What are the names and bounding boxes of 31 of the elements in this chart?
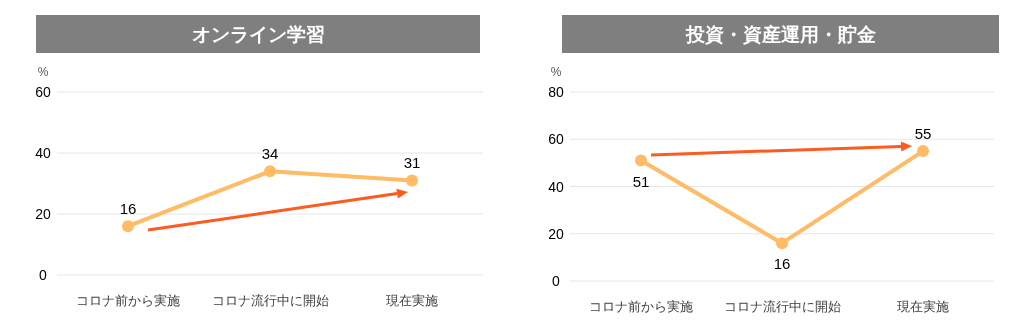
y-tick-label: 60 bbox=[548, 131, 564, 148]
point bbox=[264, 165, 276, 178]
x-tick-label: 現在実施 bbox=[897, 299, 949, 314]
y-tick-label: 40 bbox=[548, 178, 564, 195]
y-tick-label: 0 bbox=[552, 273, 561, 289]
point bbox=[122, 220, 134, 233]
y-tick-label: 0 bbox=[39, 267, 48, 283]
y-axis-title: % bbox=[37, 65, 49, 79]
x-tick-label: コロナ流行中に開始 bbox=[723, 299, 841, 314]
data-label: 16 bbox=[773, 255, 791, 273]
y-tick-label: 60 bbox=[35, 84, 51, 100]
point bbox=[917, 145, 929, 158]
data-label: 55 bbox=[914, 125, 932, 143]
point bbox=[776, 237, 788, 250]
data-label: 34 bbox=[261, 145, 279, 163]
y-tick-label: 80 bbox=[548, 84, 564, 100]
x-tick-label: コロナ前から実施 bbox=[589, 299, 693, 314]
chart-title: オンライン学習 bbox=[191, 24, 325, 45]
point bbox=[406, 174, 418, 187]
data-label: 31 bbox=[403, 154, 421, 172]
data-label: 51 bbox=[632, 172, 650, 190]
y-tick-label: 20 bbox=[548, 225, 564, 242]
y-axis-title: % bbox=[550, 65, 562, 79]
point bbox=[635, 154, 647, 167]
y-tick-label: 20 bbox=[35, 206, 51, 222]
x-tick-label: コロナ流行中に開始 bbox=[211, 293, 329, 308]
chart-title: 投資・資産運用・貯金 bbox=[684, 24, 876, 45]
x-tick-label: コロナ前から実施 bbox=[76, 293, 180, 308]
data-label: 16 bbox=[119, 200, 137, 218]
y-tick-label: 40 bbox=[35, 145, 51, 161]
x-tick-label: 現在実施 bbox=[386, 293, 438, 308]
